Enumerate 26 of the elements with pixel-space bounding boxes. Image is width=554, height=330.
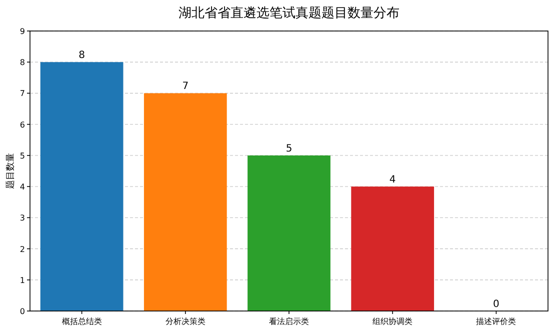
y-tick-label: 2 bbox=[20, 244, 25, 254]
y-tick-label: 4 bbox=[20, 182, 25, 192]
y-tick-label: 6 bbox=[20, 120, 25, 130]
x-tick-label: 组织协调类 bbox=[372, 317, 413, 326]
y-tick-label: 8 bbox=[20, 58, 25, 68]
y-tick-label: 0 bbox=[20, 307, 25, 316]
y-tick-label: 5 bbox=[20, 151, 25, 160]
data-label: 0 bbox=[493, 299, 500, 310]
x-tick-label: 描述评价类 bbox=[476, 317, 516, 326]
y-tick-label: 3 bbox=[20, 214, 25, 223]
chart-title: 湖北省省直遴选笔试真题题目数量分布 bbox=[178, 6, 400, 21]
data-label: 5 bbox=[286, 143, 292, 154]
data-label: 4 bbox=[389, 174, 396, 186]
bar bbox=[351, 186, 434, 311]
data-label: 8 bbox=[78, 50, 85, 62]
bar bbox=[40, 62, 124, 311]
data-label: 7 bbox=[182, 81, 189, 92]
x-tick-label: 分析决策类 bbox=[165, 317, 206, 326]
bar bbox=[144, 93, 227, 311]
y-axis-title: 题目数量 bbox=[5, 153, 16, 189]
x-tick-label: 看法启示类 bbox=[269, 317, 309, 326]
y-tick-label: 1 bbox=[20, 276, 25, 285]
bar bbox=[248, 155, 330, 311]
y-tick-label: 9 bbox=[20, 27, 25, 36]
y-tick-label: 7 bbox=[20, 89, 25, 98]
x-tick-label: 概括总结类 bbox=[62, 317, 102, 326]
